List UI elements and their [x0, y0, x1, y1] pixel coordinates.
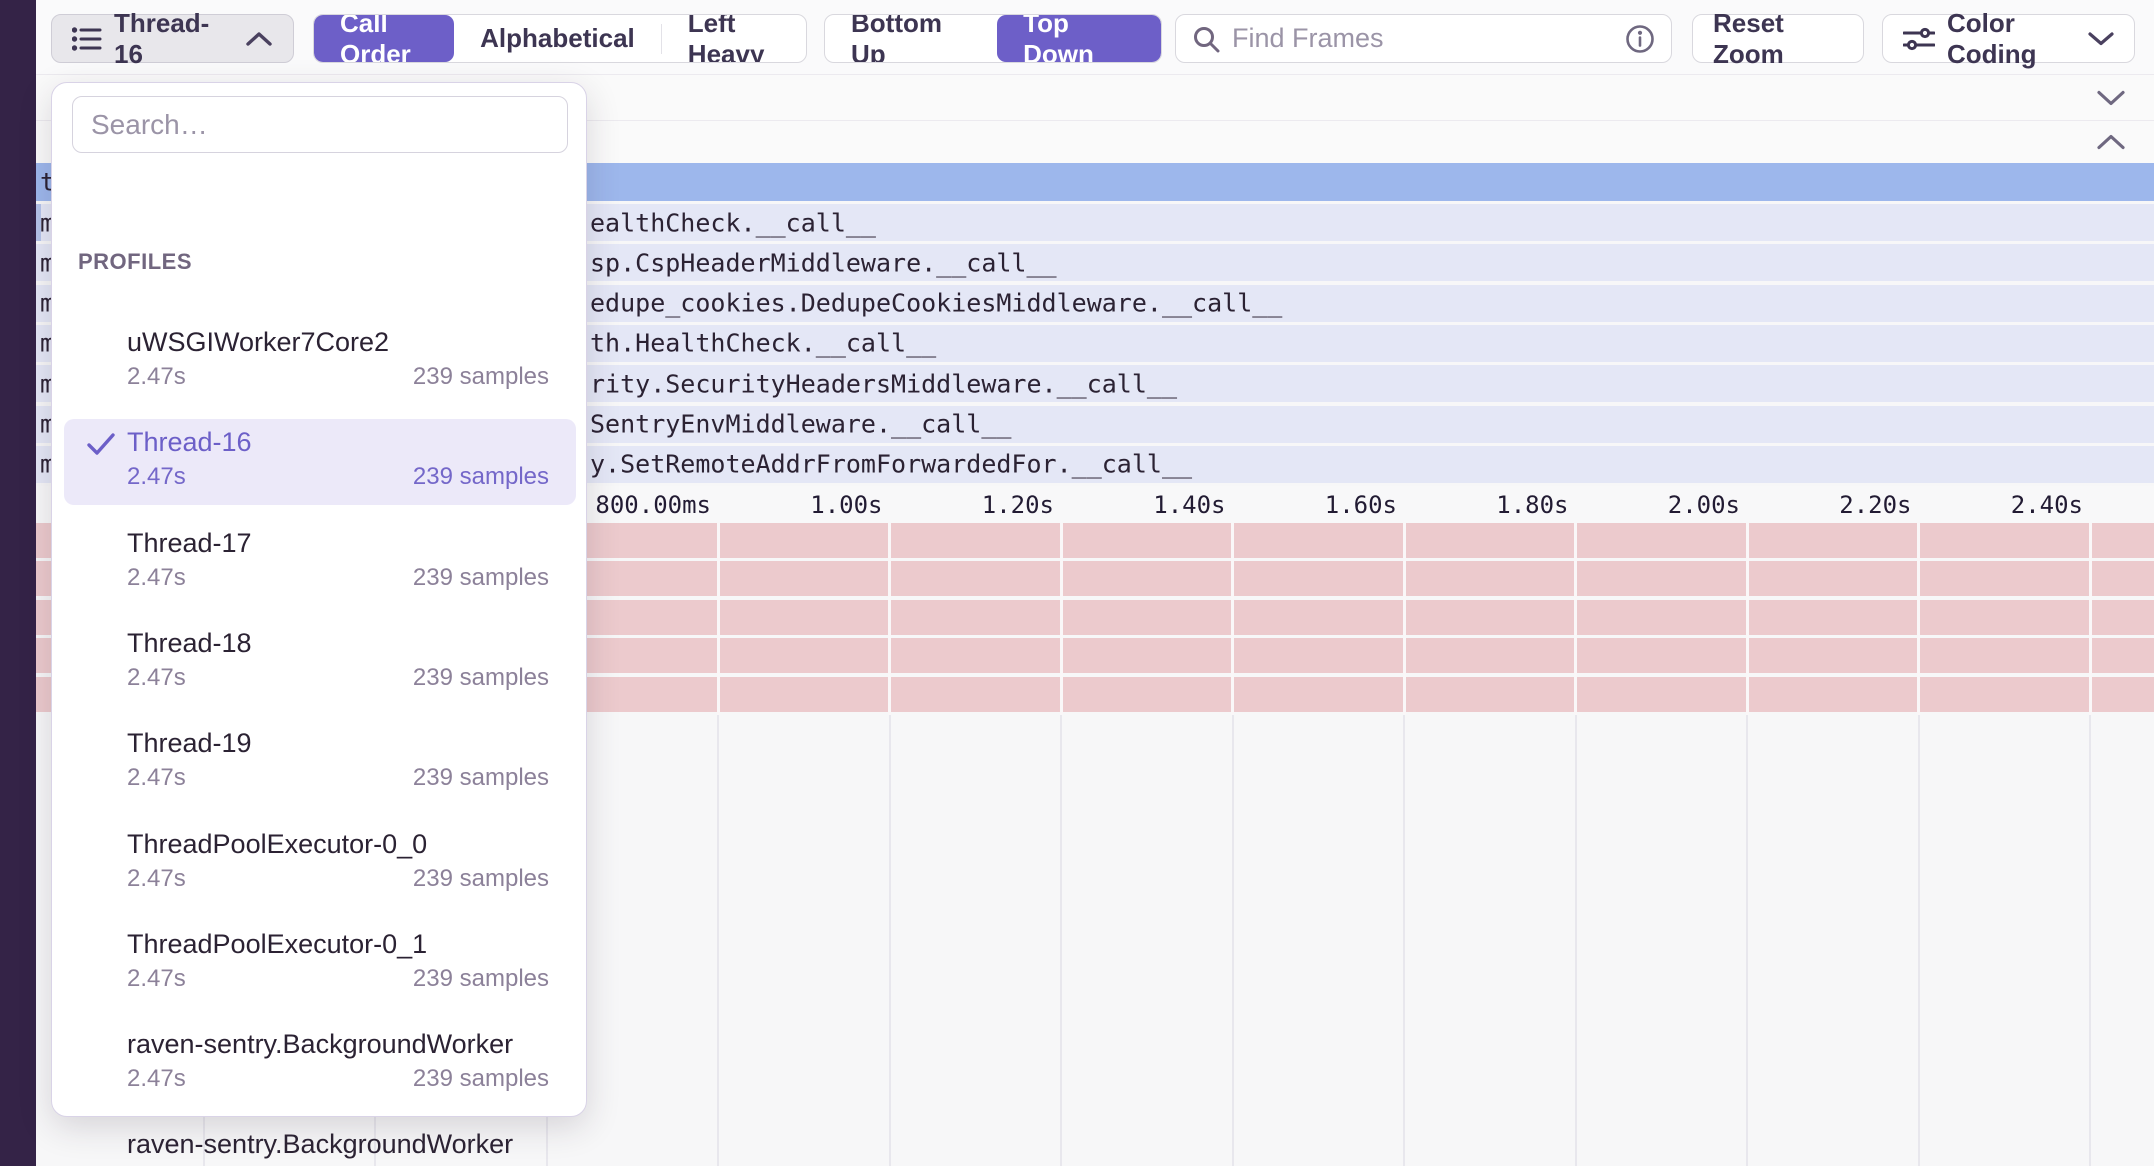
profile-duration: 2.47s — [127, 363, 186, 391]
frame-text-fragment: sp.CspHeaderMiddleware.__call__ — [590, 248, 1057, 277]
color-coding-label: Color Coding — [1947, 8, 2070, 70]
dropdown-search-field — [72, 96, 568, 153]
profile-item-raven-sentry.backgroundworker[interactable]: raven-sentry.BackgroundWorker 2.47s 239 sa… — [64, 1021, 576, 1107]
time-axis-tick-label: 1.80s — [1496, 491, 1568, 519]
thread-selector-label: Thread-16 — [114, 8, 219, 70]
chevron-up-icon — [245, 31, 273, 47]
profile-duration: 2.47s — [127, 764, 186, 792]
grid-line — [2089, 715, 2091, 1166]
profile-item-uwsgiworker7core2[interactable]: uWSGIWorker7Core2 2.47s 239 samples — [64, 319, 576, 405]
grid-line — [1232, 715, 1234, 1166]
profile-name: Thread-16 — [127, 427, 252, 458]
sort-option-call-order[interactable]: Call Order — [314, 15, 454, 62]
profiles-section-label: PROFILES — [78, 249, 192, 275]
profile-samples: 239 samples — [413, 564, 549, 592]
profile-item-threadpoolexecutor-0_0[interactable]: ThreadPoolExecutor-0_0 2.47s 239 samples — [64, 821, 576, 907]
grid-line — [1918, 715, 1920, 1166]
grid-line — [1917, 523, 1920, 715]
sort-option-left-heavy[interactable]: Left Heavy — [662, 15, 806, 62]
profile-item-thread-17[interactable]: Thread-17 2.47s 239 samples — [64, 520, 576, 606]
grid-line — [1231, 523, 1234, 715]
chevron-up-icon[interactable] — [2096, 134, 2126, 151]
grid-line — [717, 523, 720, 715]
profile-name: Thread-18 — [127, 628, 252, 659]
profile-name: Thread-19 — [127, 728, 252, 759]
frame-text-fragment: ealthCheck.__call__ — [590, 208, 876, 237]
time-axis-tick-label: 2.00s — [1668, 491, 1740, 519]
profile-item-thread-19[interactable]: Thread-19 2.47s 239 samples — [64, 720, 576, 806]
grid-line — [1575, 715, 1577, 1166]
thread-selector-button[interactable]: Thread-16 — [51, 14, 294, 63]
reset-zoom-button[interactable]: Reset Zoom — [1692, 14, 1864, 63]
grid-line — [1403, 523, 1406, 715]
profile-duration: 2.47s — [127, 865, 186, 893]
profile-name: uWSGIWorker7Core2 — [127, 327, 389, 358]
chevron-down-icon — [2088, 31, 2114, 46]
direction-segmented-control: Bottom UpTop Down — [824, 14, 1162, 63]
list-icon — [72, 26, 102, 52]
reset-zoom-label: Reset Zoom — [1713, 8, 1843, 70]
grid-line — [1574, 523, 1577, 715]
time-axis-tick-label: 2.20s — [1839, 491, 1911, 519]
grid-line — [1060, 715, 1062, 1166]
dropdown-search-input[interactable] — [91, 109, 549, 141]
flamegraph-toolbar: Thread-16 Call OrderAlphabeticalLeft Hea… — [36, 0, 2154, 75]
grid-line — [1746, 523, 1749, 715]
profile-name: ThreadPoolExecutor-0_1 — [127, 929, 427, 960]
find-frames-search — [1175, 14, 1672, 63]
chevron-down-icon[interactable] — [2096, 89, 2126, 106]
profile-duration: 2.47s — [127, 664, 186, 692]
find-frames-input[interactable] — [1232, 23, 1613, 54]
frame-text-fragment: rity.SecurityHeadersMiddleware.__call__ — [590, 369, 1177, 398]
profile-item-threadpoolexecutor-0_1[interactable]: ThreadPoolExecutor-0_1 2.47s 239 samples — [64, 921, 576, 1007]
sort-option-alphabetical[interactable]: Alphabetical — [454, 15, 661, 62]
profile-samples: 239 samples — [413, 764, 549, 792]
grid-line — [888, 523, 891, 715]
profile-samples: 239 samples — [413, 363, 549, 391]
grid-line — [1060, 523, 1063, 715]
direction-option-bottom-up[interactable]: Bottom Up — [825, 15, 997, 62]
time-axis-tick-label: 2.40s — [2011, 491, 2083, 519]
time-axis-tick-label: 1.00s — [810, 491, 882, 519]
profile-name: raven-sentry.BackgroundWorker — [127, 1129, 513, 1160]
profile-samples: 239 samples — [413, 965, 549, 993]
time-axis-tick-label: 1.20s — [982, 491, 1054, 519]
frame-text-fragment: y.SetRemoteAddrFromForwardedFor.__call__ — [590, 450, 1192, 479]
grid-line — [1403, 715, 1405, 1166]
time-axis-tick-label: 800.00ms — [595, 491, 711, 519]
profile-item-raven-sentry.backgroundworker[interactable]: raven-sentry.BackgroundWorker2.47s239 sa… — [64, 1121, 576, 1166]
profile-duration: 2.47s — [127, 463, 186, 491]
profile-name: ThreadPoolExecutor-0_0 — [127, 829, 427, 860]
frame-text-fragment: SentryEnvMiddleware.__call__ — [590, 410, 1011, 439]
sort-order-segmented-control: Call OrderAlphabeticalLeft Heavy — [313, 14, 807, 63]
search-icon — [1192, 25, 1220, 53]
frame-text-fragment: edupe_cookies.DedupeCookiesMiddleware.__… — [590, 289, 1282, 318]
profile-samples: 239 samples — [413, 865, 549, 893]
profile-samples: 239 samples — [413, 463, 549, 491]
profile-name: raven-sentry.BackgroundWorker — [127, 1029, 513, 1060]
profile-samples: 239 samples — [413, 1065, 549, 1093]
time-axis-tick-label: 1.40s — [1153, 491, 1225, 519]
sliders-icon — [1903, 26, 1935, 52]
app-side-rail — [0, 0, 36, 1166]
profile-samples: 239 samples — [413, 664, 549, 692]
profile-name: Thread-17 — [127, 528, 252, 559]
profile-item-thread-18[interactable]: Thread-18 2.47s 239 samples — [64, 620, 576, 706]
profile-item-thread-16[interactable]: Thread-16 2.47s 239 samples — [64, 419, 576, 505]
grid-line — [717, 715, 719, 1166]
info-icon[interactable] — [1625, 24, 1655, 54]
profile-duration: 2.47s — [127, 564, 186, 592]
grid-line — [1746, 715, 1748, 1166]
color-coding-button[interactable]: Color Coding — [1882, 14, 2135, 63]
direction-option-top-down[interactable]: Top Down — [997, 15, 1161, 62]
profile-duration: 2.47s — [127, 1065, 186, 1093]
profile-duration: 2.47s — [127, 965, 186, 993]
checkmark-icon — [86, 431, 116, 457]
grid-line — [2089, 523, 2092, 715]
frame-text-fragment: th.HealthCheck.__call__ — [590, 329, 936, 358]
time-axis-tick-label: 1.60s — [1325, 491, 1397, 519]
profiles-dropdown: PROFILES uWSGIWorker7Core2 2.47s 239 sampl… — [51, 82, 587, 1117]
grid-line — [889, 715, 891, 1166]
